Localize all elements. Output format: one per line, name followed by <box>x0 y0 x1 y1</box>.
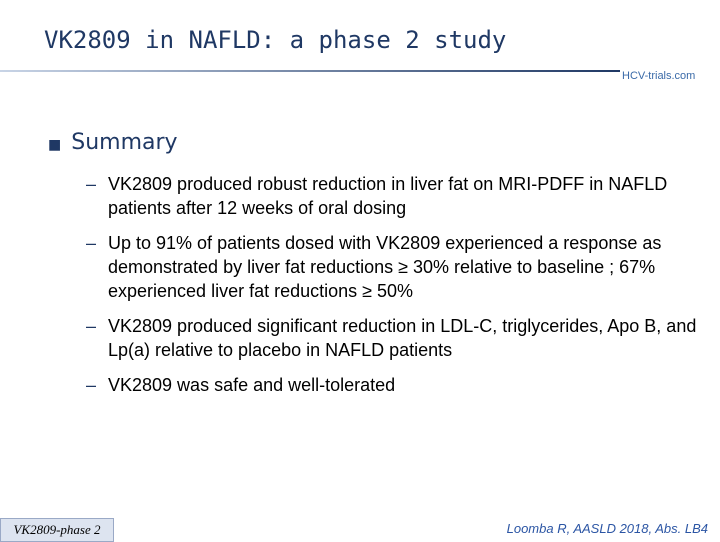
heading-text: Summary <box>71 130 178 155</box>
footer-tag: VK2809-phase 2 <box>0 518 114 542</box>
bullet: VK2809 produced significant reduction in… <box>86 314 706 362</box>
bullet: VK2809 produced robust reduction in live… <box>86 172 706 220</box>
heading: ■ Summary <box>48 130 178 155</box>
rule <box>0 70 620 72</box>
bullet: Up to 91% of patients dosed with VK2809 … <box>86 231 706 303</box>
title: VK2809 in NAFLD: a phase 2 study <box>44 26 507 54</box>
logo: HCV-trials.com <box>622 70 696 82</box>
bullet: VK2809 was safe and well-tolerated <box>86 373 706 397</box>
bullet-list: VK2809 produced robust reduction in live… <box>86 172 706 408</box>
citation: Loomba R, AASLD 2018, Abs. LB4 <box>506 521 708 536</box>
